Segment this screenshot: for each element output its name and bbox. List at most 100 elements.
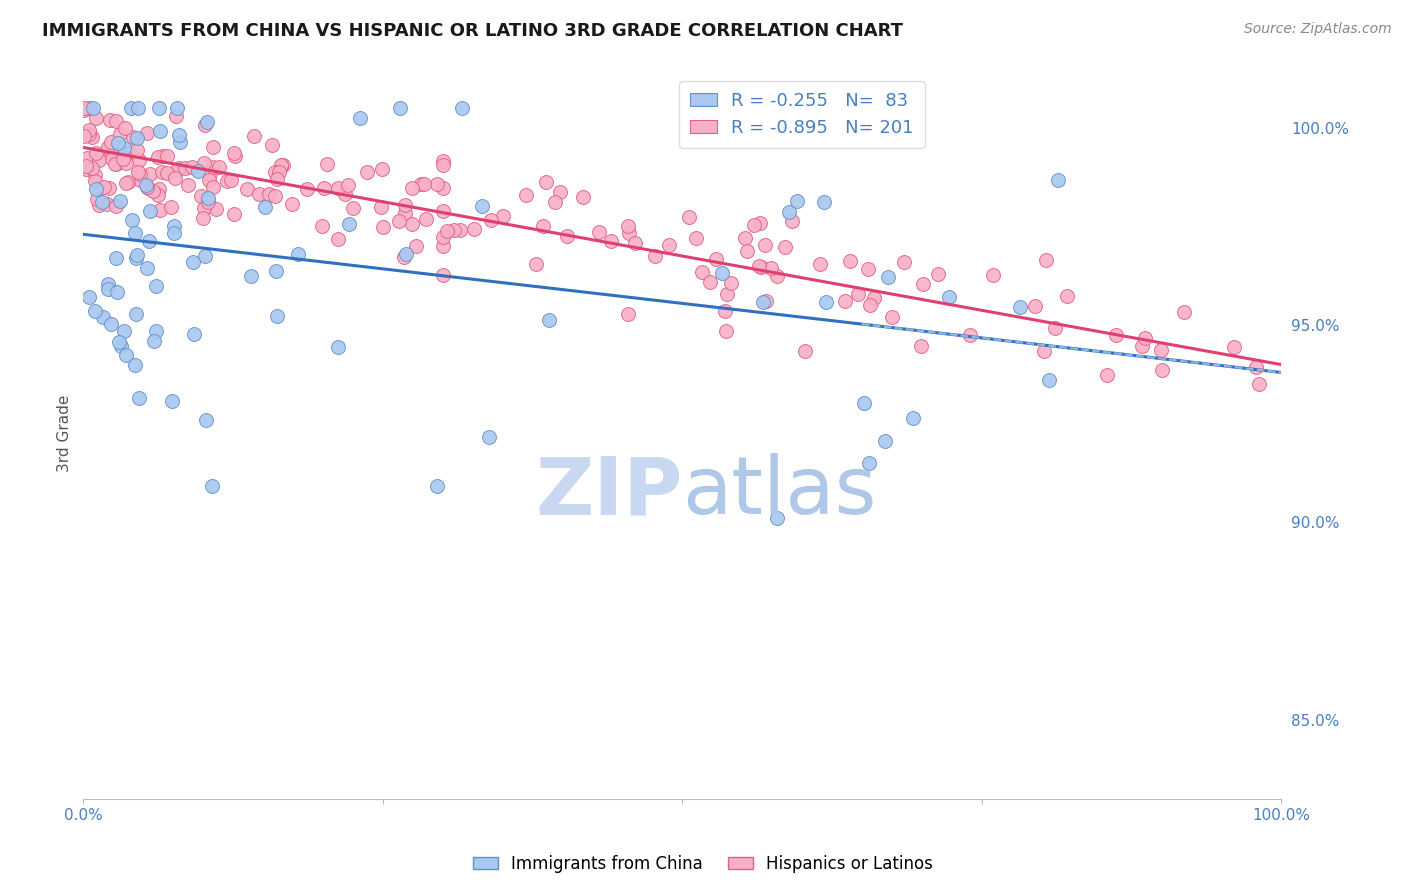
- Point: [80, 129, 103, 144]
- Point: [84, 174, 107, 188]
- Point: [778, 204, 800, 219]
- Point: [856, 261, 879, 276]
- Point: [87, 153, 110, 167]
- Point: [135, 178, 157, 192]
- Point: [401, 181, 423, 195]
- Point: [114, 121, 136, 136]
- Point: [125, 130, 148, 145]
- Point: [624, 236, 647, 251]
- Point: [754, 237, 776, 252]
- Point: [572, 190, 595, 204]
- Point: [780, 214, 803, 228]
- Point: [555, 229, 578, 244]
- Point: [766, 511, 789, 525]
- Point: [266, 172, 288, 186]
- Point: [450, 223, 472, 237]
- Point: [766, 268, 789, 283]
- Point: [84, 112, 107, 126]
- Point: [111, 153, 134, 167]
- Point: [127, 248, 149, 262]
- Point: [105, 199, 128, 213]
- Point: [333, 186, 356, 201]
- Point: [773, 239, 796, 253]
- Point: [152, 149, 174, 163]
- Point: [714, 304, 737, 318]
- Point: [644, 249, 666, 263]
- Point: [124, 227, 146, 241]
- Point: [135, 126, 157, 140]
- Point: [224, 149, 246, 163]
- Point: [1133, 331, 1156, 345]
- Point: [1095, 368, 1118, 382]
- Point: [264, 188, 287, 202]
- Point: [201, 180, 224, 194]
- Point: [911, 277, 934, 291]
- Point: [156, 166, 179, 180]
- Point: [219, 173, 242, 187]
- Point: [588, 225, 610, 239]
- Point: [183, 326, 205, 341]
- Point: [222, 145, 245, 160]
- Point: [124, 358, 146, 372]
- Point: [139, 204, 162, 219]
- Text: IMMIGRANTS FROM CHINA VS HISPANIC OR LATINO 3RD GRADE CORRELATION CHART: IMMIGRANTS FROM CHINA VS HISPANIC OR LAT…: [42, 22, 903, 40]
- Point: [201, 160, 224, 174]
- Point: [846, 287, 869, 301]
- Point: [910, 339, 932, 353]
- Point: [73, 101, 96, 115]
- Point: [186, 163, 208, 178]
- Point: [858, 456, 880, 470]
- Point: [82, 101, 104, 115]
- Point: [326, 232, 349, 246]
- Point: [1244, 359, 1267, 374]
- Point: [112, 141, 135, 155]
- Point: [204, 202, 226, 216]
- Point: [80, 161, 103, 176]
- Point: [370, 162, 392, 177]
- Point: [443, 223, 465, 237]
- Point: [104, 157, 127, 171]
- Point: [194, 249, 217, 263]
- Point: [149, 202, 172, 217]
- Point: [104, 114, 127, 128]
- Point: [401, 217, 423, 231]
- Point: [876, 270, 898, 285]
- Point: [544, 195, 567, 210]
- Point: [201, 479, 224, 493]
- Point: [76, 160, 98, 174]
- Point: [83, 168, 105, 182]
- Point: [534, 175, 557, 189]
- Point: [128, 392, 150, 406]
- Point: [312, 181, 335, 195]
- Point: [269, 165, 291, 179]
- Point: [97, 140, 120, 154]
- Point: [264, 264, 287, 278]
- Point: [1173, 305, 1195, 319]
- Point: [115, 176, 138, 190]
- Point: [77, 122, 100, 136]
- Point: [86, 192, 108, 206]
- Point: [409, 177, 432, 191]
- Point: [257, 186, 280, 201]
- Point: [160, 200, 183, 214]
- Point: [413, 177, 436, 191]
- Point: [127, 101, 149, 115]
- Point: [432, 153, 454, 168]
- Point: [432, 268, 454, 282]
- Point: [266, 310, 288, 324]
- Point: [236, 182, 259, 196]
- Point: [436, 224, 458, 238]
- Point: [735, 244, 758, 258]
- Point: [1222, 340, 1244, 354]
- Point: [471, 200, 494, 214]
- Point: [193, 201, 215, 215]
- Point: [146, 187, 169, 202]
- Point: [1249, 377, 1271, 392]
- Point: [197, 191, 219, 205]
- Point: [129, 173, 152, 187]
- Point: [1047, 173, 1070, 187]
- Point: [197, 194, 219, 209]
- Point: [492, 209, 515, 223]
- Point: [839, 253, 862, 268]
- Point: [198, 173, 221, 187]
